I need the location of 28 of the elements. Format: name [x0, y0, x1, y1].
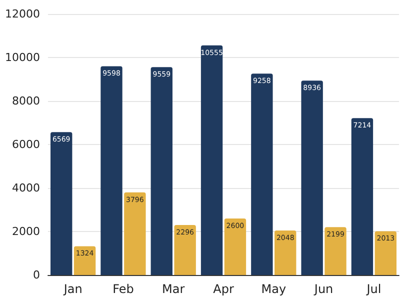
bar [174, 225, 196, 275]
x-tick-label: Feb [112, 282, 134, 296]
x-tick-label: Jul [366, 282, 382, 296]
bar [351, 118, 374, 275]
bar [374, 231, 396, 275]
bar [224, 218, 246, 275]
x-tick-label: May [261, 282, 286, 296]
bar [324, 227, 346, 275]
x-tick-label: Jun [313, 282, 334, 296]
bar [274, 230, 296, 275]
bar [124, 192, 146, 275]
y-tick-label: 6000 [12, 138, 40, 151]
bar [50, 132, 72, 275]
bar [251, 74, 273, 275]
x-tick-label: Apr [213, 282, 234, 296]
y-tick-label: 12000 [5, 8, 40, 20]
y-tick-label: 0 [33, 268, 40, 282]
bar [100, 66, 122, 275]
bar [74, 246, 96, 275]
x-tick-label: Jan [62, 282, 82, 296]
bar [150, 67, 172, 275]
y-tick-label: 8000 [12, 94, 40, 108]
y-tick-label: 2000 [12, 225, 40, 238]
y-tick-label: 10000 [5, 51, 40, 64]
x-tick-label: Mar [162, 282, 185, 296]
bar [301, 80, 323, 275]
y-tick-label: 4000 [12, 182, 40, 194]
bar [200, 45, 223, 275]
